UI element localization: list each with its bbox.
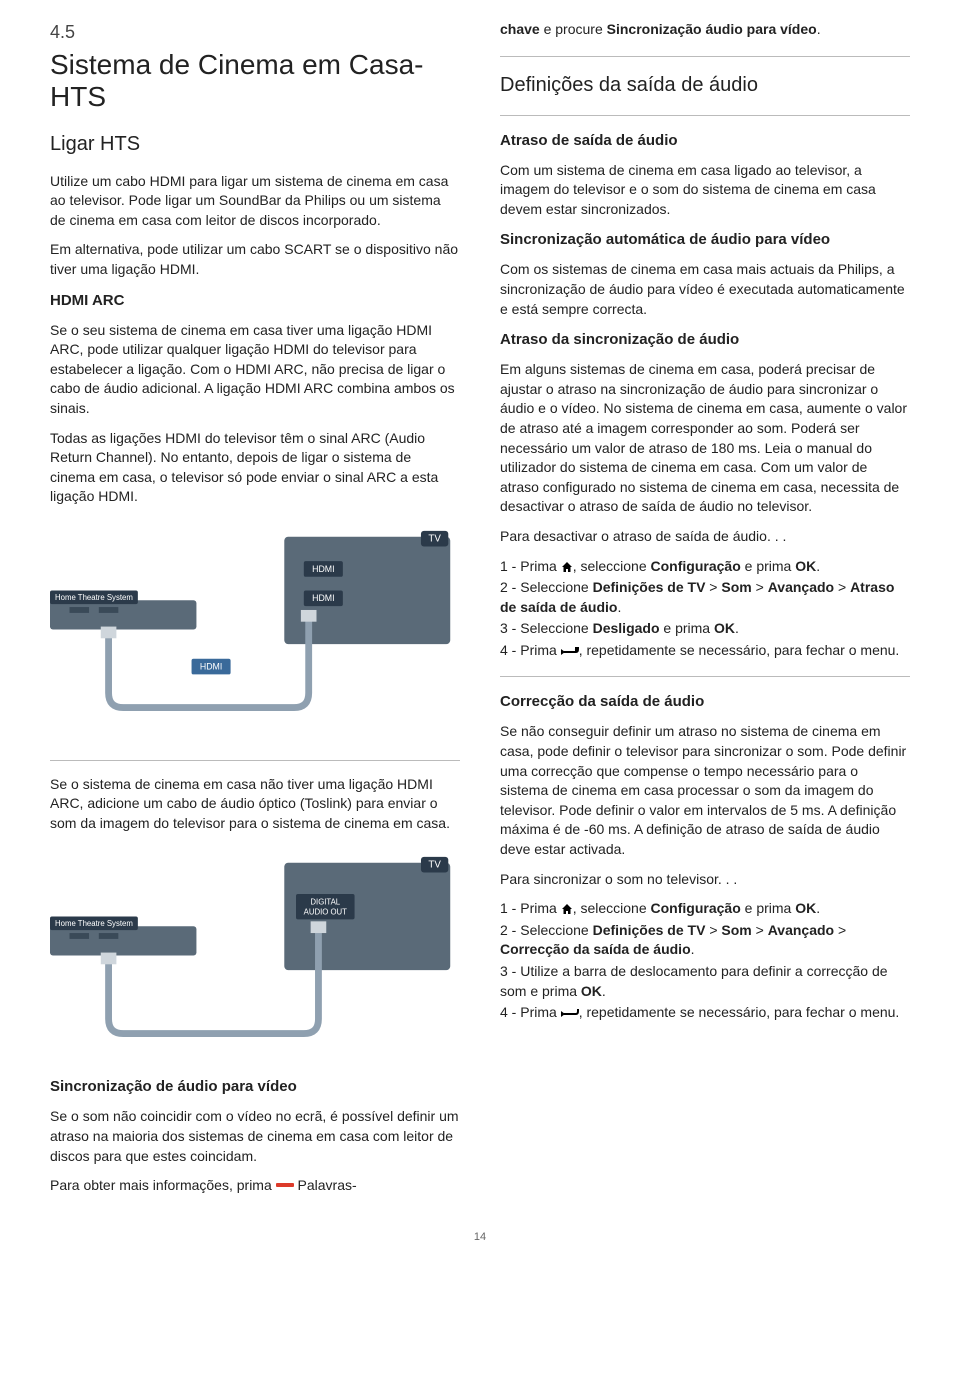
back-icon — [561, 647, 579, 657]
paragraph: Todas as ligações HDMI do televisor têm … — [50, 429, 460, 507]
hdmi-port-label: HDMI — [312, 564, 334, 574]
digital-audio-out-label: DIGITAL — [310, 898, 340, 907]
heading-hdmi-arc: HDMI ARC — [50, 290, 460, 311]
diagram-optical-connection: TV DIGITAL AUDIO OUT Home Theatre System — [50, 853, 460, 1048]
paragraph: Em alternativa, pode utilizar um cabo SC… — [50, 240, 460, 279]
tv-label: TV — [428, 534, 441, 545]
paragraph: Utilize um cabo HDMI para ligar um siste… — [50, 172, 460, 231]
diagram-hdmi-connection: TV HDMI HDMI Home Theatre System HDMI — [50, 527, 460, 722]
page-title: Sistema de Cinema em Casa- HTS — [50, 49, 460, 113]
back-icon — [561, 1009, 579, 1019]
step-1: 1 - Prima , seleccione Configuração e pr… — [500, 899, 910, 919]
paragraph: Com os sistemas de cinema em casa mais a… — [500, 260, 910, 319]
paragraph: Se o som não coincidir com o vídeo no ec… — [50, 1107, 460, 1166]
paragraph: Para sincronizar o som no televisor. . . — [500, 870, 910, 890]
paragraph: Para desactivar o atraso de saída de áud… — [500, 527, 910, 547]
step-2: 2 - Seleccione Definições de TV > Som > … — [500, 921, 910, 960]
paragraph: Com um sistema de cinema em casa ligado … — [500, 161, 910, 220]
heading-auto-sync: Sincronização automática de áudio para v… — [500, 229, 910, 250]
home-icon — [561, 561, 573, 573]
paragraph: Se o sistema de cinema em casa não tiver… — [50, 775, 460, 834]
paragraph: Se o seu sistema de cinema em casa tiver… — [50, 321, 460, 419]
step-3: 3 - Utilize a barra de deslocamento para… — [500, 962, 910, 1001]
paragraph-keywords-cont: chave e procure Sincronização áudio para… — [500, 20, 910, 40]
divider — [50, 760, 460, 761]
step-4: 4 - Prima , repetidamente se necessário,… — [500, 1003, 910, 1023]
divider — [500, 115, 910, 116]
digital-audio-out-label: AUDIO OUT — [304, 908, 348, 917]
paragraph: Se não conseguir definir um atraso no si… — [500, 722, 910, 859]
heading-sync-av: Sincronização de áudio para vídeo — [50, 1076, 460, 1097]
hdmi-cable-label: HDMI — [200, 661, 222, 671]
heading-audio-out-settings: Definições da saída de áudio — [500, 71, 910, 99]
heading-ligar-hts: Ligar HTS — [50, 130, 460, 158]
keywords-key-icon — [276, 1183, 294, 1187]
step-2: 2 - Seleccione Definições de TV > Som > … — [500, 578, 910, 617]
heading-audio-out-offset: Correcção da saída de áudio — [500, 691, 910, 712]
divider — [500, 56, 910, 57]
hts-label: Home Theatre System — [55, 920, 133, 929]
divider — [500, 676, 910, 677]
step-4: 4 - Prima , repetidamente se necessário,… — [500, 641, 910, 661]
home-icon — [561, 903, 573, 915]
hdmi-port-label: HDMI — [312, 593, 334, 603]
hts-label: Home Theatre System — [55, 593, 133, 602]
paragraph: Em alguns sistemas de cinema em casa, po… — [500, 360, 910, 517]
heading-sync-delay: Atraso da sincronização de áudio — [500, 329, 910, 350]
tv-label: TV — [428, 860, 441, 871]
heading-audio-delay: Atraso de saída de áudio — [500, 130, 910, 151]
section-number: 4.5 — [50, 20, 460, 45]
page-number: 14 — [50, 1230, 910, 1245]
step-3: 3 - Seleccione Desligado e prima OK. — [500, 619, 910, 639]
step-1: 1 - Prima , seleccione Configuração e pr… — [500, 557, 910, 577]
paragraph-keywords: Para obter mais informações, prima Palav… — [50, 1176, 460, 1196]
